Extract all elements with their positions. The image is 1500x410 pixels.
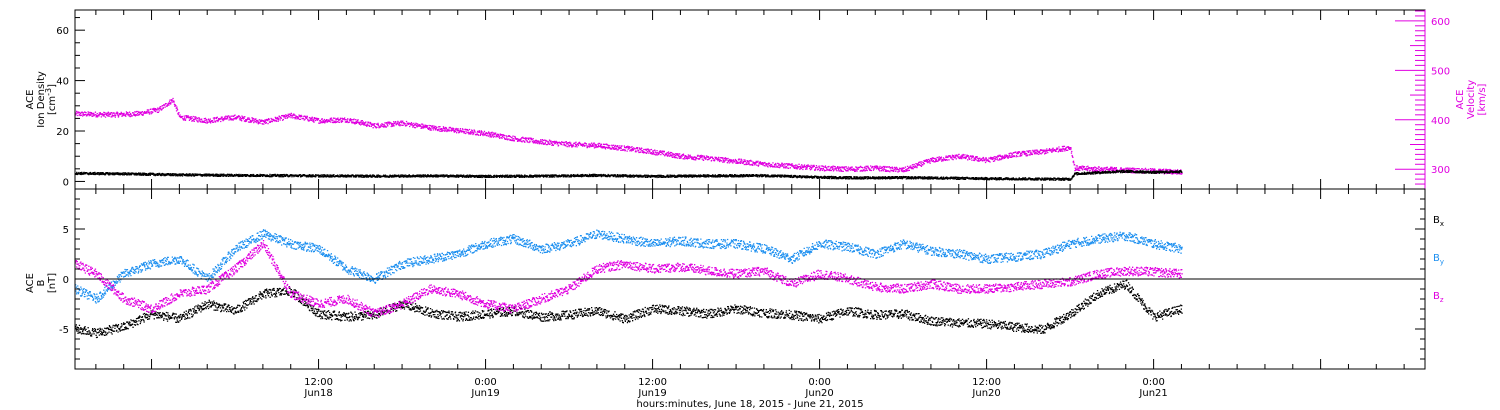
x-tick-date: Jun20 xyxy=(971,388,1000,399)
b-axis-label-unit: [nT] xyxy=(47,273,58,293)
b-axis-label-line2: B xyxy=(36,279,47,286)
x-tick-date: Jun19 xyxy=(470,388,499,399)
by-series xyxy=(75,229,1183,304)
velocity-tick-label: 400 xyxy=(1431,116,1450,127)
x-tick-time: 12:00 xyxy=(304,377,333,388)
bz-series-trace xyxy=(75,239,1183,318)
plot-layer xyxy=(75,97,1183,339)
velocity-axis-label-line1: ACE xyxy=(1455,90,1466,110)
b-tick-label: 0 xyxy=(63,275,69,286)
bx-series-trace xyxy=(75,279,1183,339)
b-tick-label: -5 xyxy=(59,325,69,336)
density-axis-label: ACE Ion Density [cm-3] xyxy=(25,71,58,128)
x-tick-time: 0:00 xyxy=(474,377,496,388)
density-series-trace xyxy=(75,169,1183,181)
velocity-axis-label: ACE Velocity [km/s] xyxy=(1455,80,1488,119)
x-tick-time: 0:00 xyxy=(808,377,830,388)
bz-series xyxy=(75,239,1183,318)
velocity-series-trace xyxy=(75,97,1183,175)
bx-series xyxy=(75,279,1183,339)
legend-bz: Bz xyxy=(1433,291,1444,304)
legend-bx: Bx xyxy=(1433,215,1444,228)
density-axis-label-unit: [cm-3] xyxy=(44,84,58,115)
x-axis-title: hours:minutes, June 18, 2015 - June 21, … xyxy=(636,399,863,410)
frame-layer xyxy=(74,9,1426,370)
b-axis-label: ACE B [nT] xyxy=(25,273,58,293)
density-axis-label-line2: Ion Density xyxy=(36,71,47,128)
density-tick-label: 40 xyxy=(56,77,69,88)
velocity-tick-label: 500 xyxy=(1431,66,1450,77)
density-tick-label: 0 xyxy=(63,177,69,188)
density-tick-label: 20 xyxy=(56,127,69,138)
velocity-axis-label-line2: Velocity xyxy=(1466,80,1477,119)
velocity-tick-label: 600 xyxy=(1431,17,1450,28)
velocity-axis-label-unit: [km/s] xyxy=(1477,83,1488,115)
density-series xyxy=(75,169,1183,181)
density-tick-label: 60 xyxy=(56,26,69,37)
x-tick-time: 12:00 xyxy=(638,377,667,388)
x-tick-date: Jun19 xyxy=(637,388,666,399)
legend-by: By xyxy=(1433,253,1444,266)
density-axis-label-line1: ACE xyxy=(25,90,36,110)
x-tick-time: 0:00 xyxy=(1142,377,1164,388)
velocity-tick-label: 300 xyxy=(1431,165,1450,176)
by-series-trace xyxy=(75,229,1183,304)
x-tick-date: Jun20 xyxy=(804,388,833,399)
b-tick-label: 5 xyxy=(63,225,69,236)
x-tick-date: Jun21 xyxy=(1138,388,1167,399)
x-tick-time: 12:00 xyxy=(972,377,1001,388)
velocity-series xyxy=(75,97,1183,175)
b-axis-label-line1: ACE xyxy=(25,273,36,293)
x-tick-date: Jun18 xyxy=(303,388,332,399)
